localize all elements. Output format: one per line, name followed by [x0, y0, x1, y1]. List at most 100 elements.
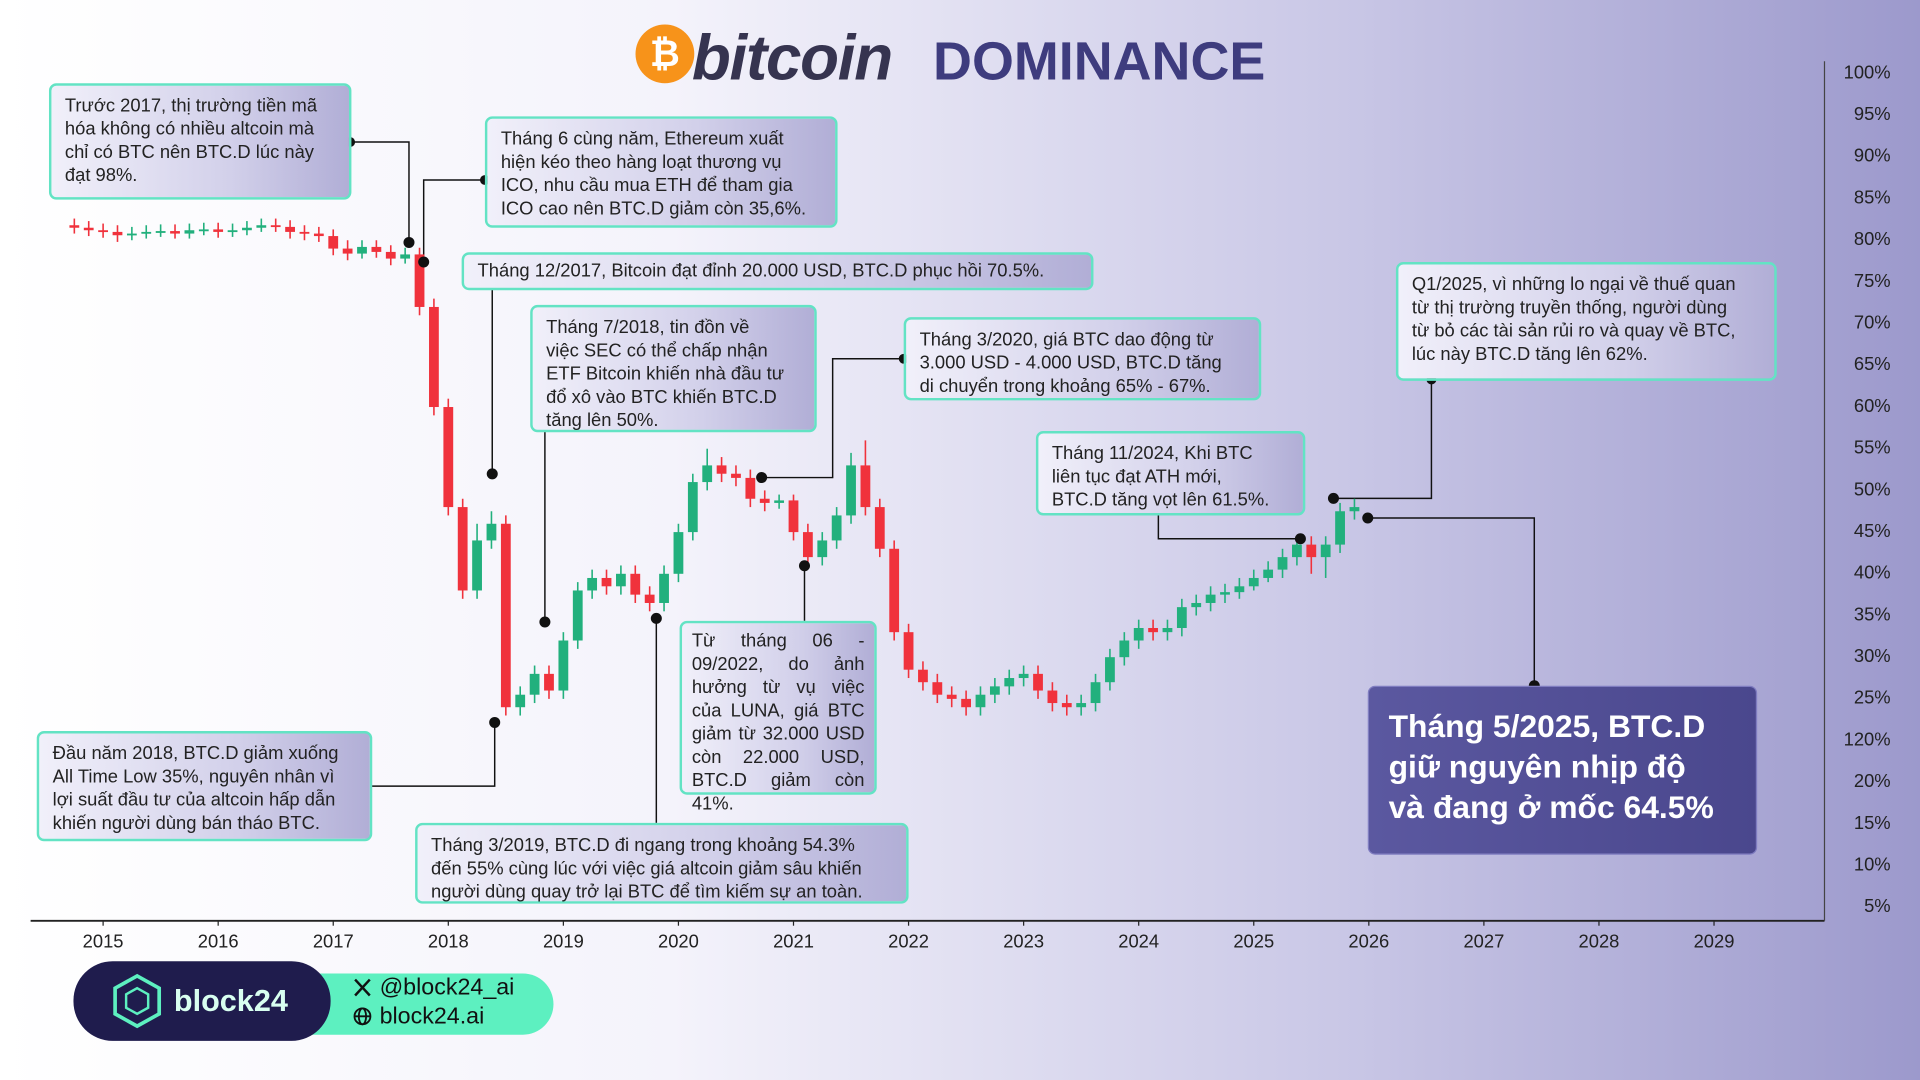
candle-body: [385, 251, 396, 259]
candle-body: [831, 515, 842, 541]
candle-body: [98, 230, 109, 233]
annotation: Tháng 7/2018, tin đồn về việc SEC có thể…: [530, 304, 817, 433]
footer-site: block24.ai: [380, 1003, 485, 1029]
footer-pill: [281, 973, 554, 1035]
candle-body: [155, 231, 166, 233]
x-tick-label: 2029: [1694, 931, 1735, 952]
candle-body: [932, 682, 943, 695]
x-tick-label: 2025: [1233, 931, 1274, 952]
y-tick-label: 95%: [1854, 103, 1891, 124]
candle-body: [371, 246, 382, 252]
candle-body: [644, 594, 655, 603]
candle-body: [961, 698, 971, 708]
candle-body: [802, 532, 813, 558]
annotation: Tháng 12/2017, Bitcoin đạt đỉnh 20.000 U…: [461, 252, 1094, 291]
y-tick-label: 50%: [1854, 478, 1891, 499]
candle-body: [788, 500, 799, 533]
x-tick-label: 2019: [543, 931, 584, 952]
annotation: Tháng 6 cùng năm, Ethereum xuất hiện kéo…: [484, 116, 838, 228]
connector-dots: [345, 137, 1540, 728]
candle-body: [1119, 640, 1130, 658]
candle-body: [889, 548, 900, 633]
candle-body: [918, 669, 928, 683]
y-tick-label: 80%: [1854, 228, 1891, 249]
footer-logo: [113, 973, 162, 1029]
footer-logo-inner: [124, 986, 150, 1016]
candle-body: [1191, 602, 1202, 608]
candle-body: [903, 632, 914, 670]
candle-body: [1047, 690, 1058, 704]
candle-body: [313, 233, 324, 237]
candle-body: [529, 673, 540, 695]
candle-body: [500, 523, 511, 708]
annotation: Tháng 3/2019, BTC.D đi ngang trong khoản…: [415, 822, 909, 904]
candle-body: [817, 540, 828, 558]
annotation: Q1/2025, vì những lo ngại về thuế quan t…: [1395, 262, 1777, 381]
y-tick-label: 100%: [1844, 61, 1891, 82]
footer-brand: block24: [174, 984, 288, 1018]
y-tick-label: 75%: [1854, 270, 1891, 291]
y-tick-label: 10%: [1854, 853, 1891, 874]
candle-body: [299, 231, 310, 234]
candle-body: [616, 573, 626, 587]
candle-body: [198, 229, 209, 232]
x-icon: [354, 978, 371, 997]
globe-icon: [353, 1007, 372, 1026]
candle-body: [1018, 673, 1029, 679]
candle-body: [357, 246, 367, 254]
candle-body: [256, 225, 267, 228]
candle-body: [846, 465, 856, 516]
candle-body: [989, 686, 1000, 695]
y-tick-label: 55%: [1854, 437, 1891, 458]
candle-body: [1105, 657, 1115, 683]
annotation: Tháng 11/2024, Khi BTC liên tục đạt ATH …: [1035, 431, 1306, 516]
candle-body: [1133, 627, 1144, 641]
candle-body: [515, 694, 526, 708]
x-tick-label: 2026: [1348, 931, 1389, 952]
candle-body: [1349, 507, 1360, 512]
candle-body: [486, 523, 497, 541]
y-tick-label: 30%: [1854, 645, 1891, 666]
candle-body: [126, 233, 137, 236]
candle-body: [759, 498, 770, 503]
candle-body: [745, 477, 756, 499]
candle-body: [457, 507, 468, 591]
candles: [69, 218, 1360, 716]
candle-body: [1234, 586, 1245, 593]
y-tick-label: 65%: [1854, 353, 1891, 374]
candle-body: [601, 577, 612, 587]
x-tick-label: 2028: [1579, 931, 1620, 952]
candle-body: [213, 229, 224, 232]
candle-body: [1076, 703, 1087, 708]
x-tick-label: 2024: [1118, 931, 1159, 952]
candle-body: [774, 500, 785, 503]
candle-body: [702, 465, 713, 483]
brand: bitcoin: [691, 23, 893, 95]
y-tick-label: 60%: [1854, 395, 1891, 416]
x-tick-label: 2021: [773, 931, 814, 952]
candle-body: [342, 248, 353, 254]
candle-body: [184, 230, 195, 234]
y-tick-label: 70%: [1854, 311, 1891, 332]
x-tick-label: 2017: [313, 931, 354, 952]
x-tick-label: 2027: [1463, 931, 1504, 952]
y-tick-label: 5%: [1864, 895, 1891, 916]
candle-body: [874, 507, 885, 549]
y-tick-label: 15%: [1854, 812, 1891, 833]
candle-body: [716, 465, 727, 474]
candle-body: [472, 540, 482, 591]
candle-body: [400, 254, 411, 259]
candle-body: [242, 227, 252, 231]
candle-body: [673, 532, 684, 574]
candle-body: [83, 227, 94, 231]
y-tick-label: 25%: [1854, 687, 1891, 708]
annotation: Từ tháng 06 - 09/2022, do ảnh hưởng từ v…: [679, 620, 877, 814]
annotation: Tháng 3/2020, giá BTC dao động từ 3.000 …: [903, 317, 1262, 401]
candle-body: [558, 640, 569, 691]
candle-body: [285, 226, 295, 232]
candle-body: [141, 231, 152, 234]
footer-handle: @block24_ai: [380, 973, 515, 999]
